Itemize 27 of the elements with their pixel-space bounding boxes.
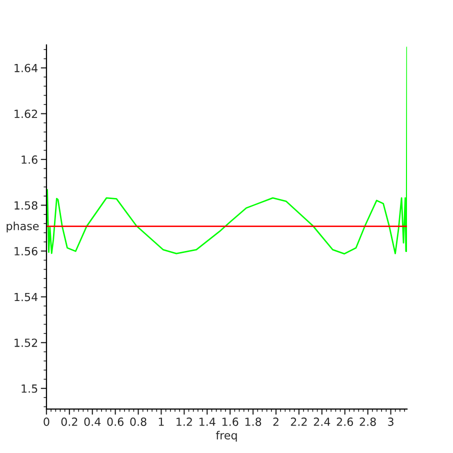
x-tick-label: 1.6 xyxy=(222,418,238,426)
x-axis-title: freq xyxy=(216,430,237,442)
x-tick-label: 2.6 xyxy=(336,418,353,426)
x-tick-label: 2 xyxy=(273,418,278,426)
y-tick-label: 1.5 xyxy=(22,384,38,393)
x-tick-label: 1.2 xyxy=(176,418,192,426)
y-tick-label: 1.58 xyxy=(14,201,38,210)
y-tick-label: 1.52 xyxy=(14,338,38,347)
y-tick-label: 1.54 xyxy=(14,292,38,302)
y-tick-label: 1.56 xyxy=(14,247,38,256)
y-axis-title: phase xyxy=(6,222,39,232)
x-tick-label: 2.2 xyxy=(290,418,307,426)
x-tick-label: 0.6 xyxy=(107,418,124,426)
x-tick-label: 2.8 xyxy=(360,418,376,426)
y-tick-label: 1.6 xyxy=(22,155,38,164)
x-tick-label: 0 xyxy=(44,418,50,426)
y-tick-label: 1.62 xyxy=(14,110,38,118)
x-tick-label: 1 xyxy=(158,418,164,426)
x-tick-label: 0.2 xyxy=(61,418,78,426)
x-tick-label: 0.8 xyxy=(130,418,146,426)
x-tick-label: 2.4 xyxy=(314,418,330,426)
x-tick-label: 0.4 xyxy=(84,418,101,426)
x-tick-label: 3 xyxy=(388,418,394,426)
y-tick-label: 1.64 xyxy=(14,64,38,72)
line-series xyxy=(46,46,408,254)
x-tick-label: 1.4 xyxy=(200,418,216,426)
x-tick-label: 1.8 xyxy=(245,418,262,426)
